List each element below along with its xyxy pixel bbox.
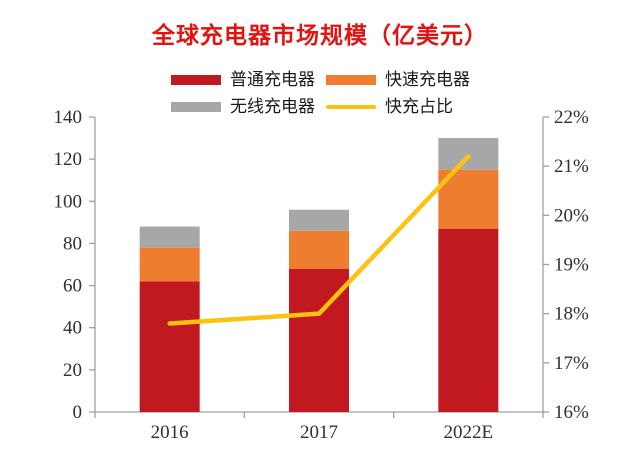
legend-item-fast-charger: 快速充电器 [326,68,470,92]
chart-title: 全球充电器市场规模（亿美元） [152,22,488,48]
right-axis-tick-label: 22% [554,107,589,128]
legend-item-ordinary-charger: 普通充电器 [171,68,326,92]
bar-segment-普通充电器 [438,228,499,412]
legend-label-ordinary-charger: 普通充电器 [230,70,315,89]
legend-swatch-ordinary-charger [171,75,221,85]
legend-label-fast-charge-ratio: 快充占比 [385,97,453,116]
x-axis-category-label: 2016 [151,422,189,443]
legend-swatch-fast-charger [326,75,376,85]
x-axis-category-label: 2017 [300,422,338,443]
legend-swatch-fast-charge-ratio [326,105,376,109]
legend-swatch-wireless-charger [171,102,221,112]
right-axis-tick-label: 21% [554,156,589,177]
bar-segment-无线充电器 [438,138,499,170]
legend-label-fast-charger: 快速充电器 [385,70,470,89]
line-series-快充占比 [167,154,471,326]
legend-item-fast-charge-ratio: 快充占比 [326,95,453,119]
left-axis-tick-label: 0 [73,402,83,423]
left-axis-tick-label: 60 [63,276,82,297]
legend-label-wireless-charger: 无线充电器 [230,97,315,116]
x-axis-category-label: 2022E [444,422,494,443]
bar-segment-快速充电器 [139,247,200,282]
right-axis-tick-label: 20% [554,205,589,226]
bar-segment-快速充电器 [289,230,349,269]
right-axis-tick-label: 16% [554,402,589,423]
left-axis-tick-label: 100 [54,191,83,212]
left-axis-tick-label: 120 [54,149,83,170]
legend: 普通充电器 快速充电器 无线充电器 快充占比 [171,68,470,122]
bar-segment-普通充电器 [139,281,200,412]
legend-row-1: 普通充电器 快速充电器 [171,68,470,92]
right-axis-tick-label: 19% [554,255,589,276]
bar-segment-无线充电器 [139,226,200,248]
left-axis-tick-label: 20 [63,360,82,381]
right-axis-tick-label: 18% [554,304,589,325]
right-axis-tick-label: 17% [554,353,589,374]
bar-segment-无线充电器 [289,209,349,231]
left-axis-tick-label: 80 [63,233,82,254]
left-axis-tick-label: 40 [63,318,82,339]
legend-row-2: 无线充电器 快充占比 [171,95,470,119]
legend-item-wireless-charger: 无线充电器 [171,95,326,119]
left-axis-tick-label: 140 [54,107,83,128]
